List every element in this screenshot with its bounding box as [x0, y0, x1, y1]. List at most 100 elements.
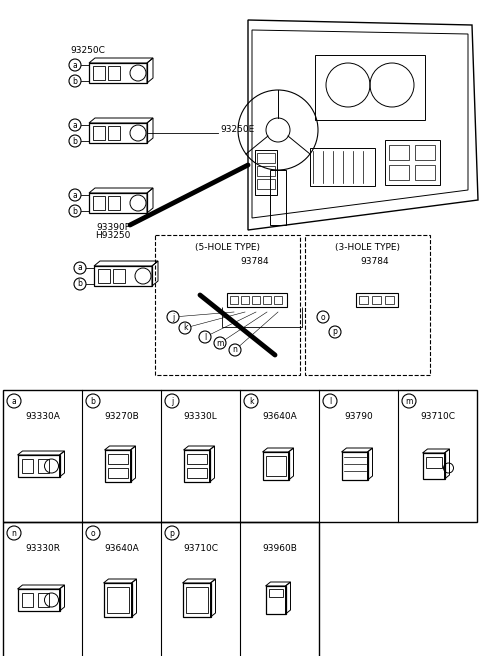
Text: l: l [204, 333, 206, 342]
Circle shape [69, 75, 81, 87]
Text: 93790: 93790 [344, 412, 373, 421]
Bar [257, 179, 275, 189]
Text: b: b [72, 207, 77, 216]
Circle shape [167, 311, 179, 323]
Bar [385, 140, 440, 185]
Bar [108, 66, 120, 80]
Bar [187, 454, 206, 464]
Bar [385, 296, 394, 304]
Bar [93, 126, 105, 140]
Bar [265, 456, 286, 476]
Circle shape [165, 394, 179, 408]
Bar [265, 586, 286, 614]
Bar [22, 593, 33, 607]
Text: n: n [12, 529, 16, 537]
Text: m: m [405, 396, 413, 405]
Bar [187, 468, 206, 478]
Bar [37, 593, 48, 607]
Circle shape [214, 337, 226, 349]
Circle shape [69, 135, 81, 147]
Circle shape [7, 526, 21, 540]
Bar [108, 196, 120, 210]
Text: 93710C: 93710C [183, 544, 218, 553]
Bar [268, 589, 283, 597]
Text: (3-HOLE TYPE): (3-HOLE TYPE) [335, 243, 400, 252]
Bar [372, 296, 381, 304]
Bar [108, 126, 120, 140]
Text: a: a [72, 190, 77, 199]
Bar [305, 235, 430, 375]
Circle shape [69, 59, 81, 71]
Bar [315, 55, 425, 120]
Bar [389, 165, 409, 180]
Text: j: j [172, 312, 174, 321]
Text: 93250C: 93250C [71, 46, 106, 55]
Bar [257, 166, 275, 176]
Circle shape [244, 394, 258, 408]
Bar [415, 145, 435, 160]
Circle shape [74, 262, 86, 274]
Text: a: a [72, 121, 77, 129]
Text: 93270B: 93270B [104, 412, 139, 421]
Text: 93784: 93784 [240, 257, 269, 266]
Text: 93710C: 93710C [420, 412, 455, 421]
Text: H93250: H93250 [96, 231, 131, 240]
Bar [270, 170, 286, 225]
Bar [3, 390, 477, 522]
Bar [93, 196, 105, 210]
Text: b: b [78, 279, 83, 289]
Circle shape [7, 394, 21, 408]
Bar [104, 583, 132, 617]
Bar [255, 150, 277, 195]
Circle shape [165, 526, 179, 540]
Bar [113, 269, 125, 283]
Bar [89, 63, 147, 83]
Bar [98, 269, 110, 283]
Bar [263, 296, 271, 304]
Bar [183, 450, 209, 482]
Bar [185, 587, 207, 613]
Bar [182, 583, 211, 617]
Bar [425, 457, 442, 468]
Text: (5-HOLE TYPE): (5-HOLE TYPE) [195, 243, 260, 252]
Bar [22, 459, 33, 473]
Bar [37, 459, 48, 473]
Text: 93640A: 93640A [262, 412, 297, 421]
Text: b: b [72, 136, 77, 146]
Bar [93, 66, 105, 80]
Text: b: b [91, 396, 96, 405]
Circle shape [69, 205, 81, 217]
Text: l: l [329, 396, 331, 405]
Bar [17, 455, 60, 477]
Text: a: a [78, 264, 83, 272]
Bar [155, 235, 300, 375]
Bar [227, 293, 287, 307]
Text: 93330A: 93330A [25, 412, 60, 421]
Bar [108, 468, 128, 478]
Text: 93330R: 93330R [25, 544, 60, 553]
Bar [359, 296, 368, 304]
Text: a: a [72, 60, 77, 70]
Bar [17, 589, 60, 611]
Bar [252, 296, 260, 304]
Text: 93640A: 93640A [104, 544, 139, 553]
Bar [89, 123, 147, 143]
Circle shape [229, 344, 241, 356]
Bar [257, 153, 275, 163]
Text: b: b [72, 77, 77, 85]
Bar [310, 148, 375, 186]
Circle shape [402, 394, 416, 408]
Circle shape [317, 311, 329, 323]
Text: m: m [216, 338, 224, 348]
Bar [105, 450, 131, 482]
Text: 93330L: 93330L [184, 412, 217, 421]
Circle shape [74, 278, 86, 290]
Text: 93250E: 93250E [220, 125, 254, 134]
Bar [415, 165, 435, 180]
Bar [107, 587, 129, 613]
Circle shape [329, 326, 341, 338]
Text: k: k [249, 396, 253, 405]
Bar [3, 522, 319, 656]
Circle shape [86, 394, 100, 408]
Text: 93784: 93784 [360, 257, 389, 266]
